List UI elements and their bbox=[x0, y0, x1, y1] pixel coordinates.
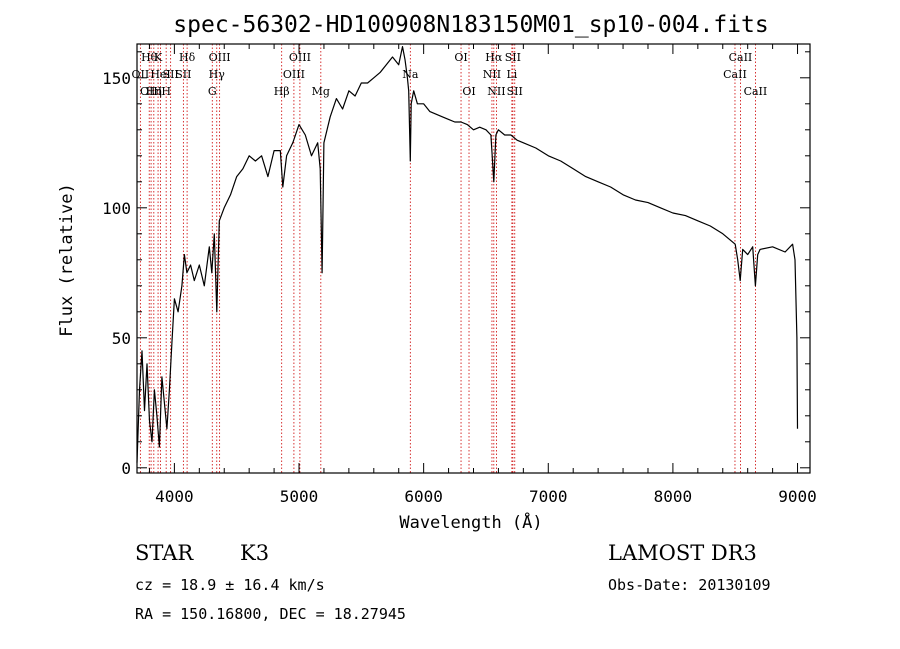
x-tick-label: 6000 bbox=[404, 487, 443, 506]
x-tick-label: 8000 bbox=[654, 487, 693, 506]
line-label: Li bbox=[506, 68, 517, 81]
line-label: Mg bbox=[312, 85, 330, 98]
y-tick-label: 150 bbox=[102, 69, 131, 88]
line-label: NII bbox=[487, 85, 505, 98]
line-label: Hθ bbox=[141, 51, 158, 64]
line-label: Hα bbox=[485, 51, 503, 64]
line-label: OIII bbox=[140, 85, 162, 98]
x-axis-ticks: 4000 5000 6000 7000 8000 9000 bbox=[148, 44, 817, 506]
line-label: G bbox=[208, 85, 217, 98]
spectral-line-markers bbox=[139, 44, 756, 473]
line-label: Hη bbox=[146, 85, 162, 98]
x-tick-label: 5000 bbox=[280, 487, 319, 506]
line-label: OI bbox=[454, 51, 467, 64]
line-label: NII bbox=[483, 68, 501, 81]
redshift-value: cz = 18.9 ± 16.4 km/s bbox=[135, 576, 325, 594]
object-subclass: K3 bbox=[240, 541, 269, 565]
line-label: OIII bbox=[289, 51, 311, 64]
line-label: OI bbox=[462, 85, 475, 98]
line-label: Na bbox=[402, 68, 419, 81]
y-tick-label: 0 bbox=[121, 459, 131, 478]
line-label: SII bbox=[163, 68, 179, 81]
line-label: H bbox=[161, 85, 171, 98]
line-label: CaII bbox=[744, 85, 768, 98]
y-axis-ticks: 0 50 100 150 bbox=[102, 51, 810, 478]
line-label: Hβ bbox=[274, 85, 290, 98]
x-tick-label: 7000 bbox=[529, 487, 568, 506]
plot-frame bbox=[136, 43, 811, 474]
y-tick-label: 50 bbox=[112, 329, 131, 348]
x-tick-label: 9000 bbox=[778, 487, 817, 506]
obs-date: Obs-Date: 20130109 bbox=[608, 576, 771, 594]
line-label: SII bbox=[175, 68, 191, 81]
spectrum-line bbox=[136, 45, 799, 463]
line-label: Hδ bbox=[179, 51, 196, 64]
line-label: CaII bbox=[729, 51, 753, 64]
object-class: STAR bbox=[135, 541, 194, 565]
line-label: CaII bbox=[723, 68, 747, 81]
line-label: HeI bbox=[150, 68, 170, 81]
line-label: SII bbox=[505, 51, 521, 64]
line-label: OIII bbox=[209, 51, 231, 64]
line-label: Hγ bbox=[209, 68, 226, 81]
line-label: OII bbox=[132, 68, 150, 81]
x-tick-label: 4000 bbox=[155, 487, 194, 506]
chart-title: spec-56302-HD100908N183150M01_sp10-004.f… bbox=[173, 12, 768, 38]
coordinates: RA = 150.16800, DEC = 18.27945 bbox=[135, 605, 406, 623]
survey-name: LAMOST DR3 bbox=[608, 541, 757, 565]
line-label: SII bbox=[507, 85, 523, 98]
line-label: OIII bbox=[283, 68, 305, 81]
line-label: K bbox=[154, 51, 163, 64]
x-axis-label: Wavelength (Å) bbox=[399, 511, 542, 533]
y-axis-label: Flux (relative) bbox=[57, 183, 77, 337]
y-tick-label: 100 bbox=[102, 199, 131, 218]
